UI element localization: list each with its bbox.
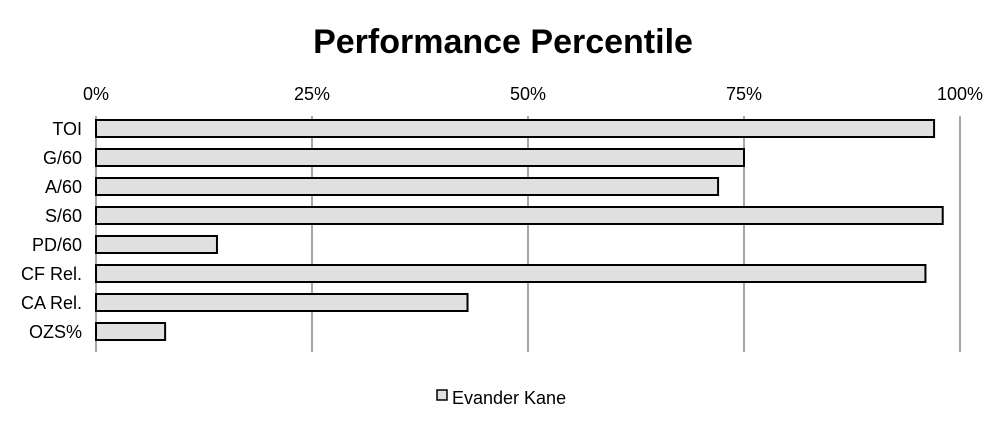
x-tick-label: 25% — [294, 84, 330, 104]
bar-a-60 — [95, 177, 720, 196]
category-label-ozs: OZS% — [29, 322, 82, 342]
bar-toi — [95, 119, 936, 138]
category-label-toi: TOI — [52, 119, 82, 139]
x-tick-label: 75% — [726, 84, 762, 104]
category-label-g-60: G/60 — [43, 148, 82, 168]
bar-pd-60 — [95, 235, 218, 254]
x-tick-label: 50% — [510, 84, 546, 104]
category-label-ca-rel: CA Rel. — [21, 293, 82, 313]
x-tick-label: 0% — [83, 84, 109, 104]
category-label-pd-60: PD/60 — [32, 235, 82, 255]
bar-ozs — [95, 322, 167, 341]
category-label-s-60: S/60 — [45, 206, 82, 226]
bar-g-60 — [95, 148, 745, 167]
bar-s-60 — [95, 206, 944, 225]
category-label-cf-rel: CF Rel. — [21, 264, 82, 284]
x-tick-label: 100% — [937, 84, 983, 104]
bar-cf-rel — [95, 264, 927, 283]
category-labels: TOI G/60 A/60 S/60 PD/60 CF Rel. CA Rel. OZS% — [21, 119, 82, 342]
chart-title: Performance Percentile — [313, 23, 693, 61]
legend-swatch — [436, 389, 448, 401]
bar-ca-rel — [95, 293, 469, 312]
bars — [95, 119, 944, 341]
x-axis-tick-labels: 0% 25% 50% 75% 100% — [83, 84, 983, 104]
legend-label-evander-kane: Evander Kane — [452, 388, 566, 408]
category-label-a-60: A/60 — [45, 177, 82, 197]
legend: Evander Kane — [436, 388, 566, 408]
